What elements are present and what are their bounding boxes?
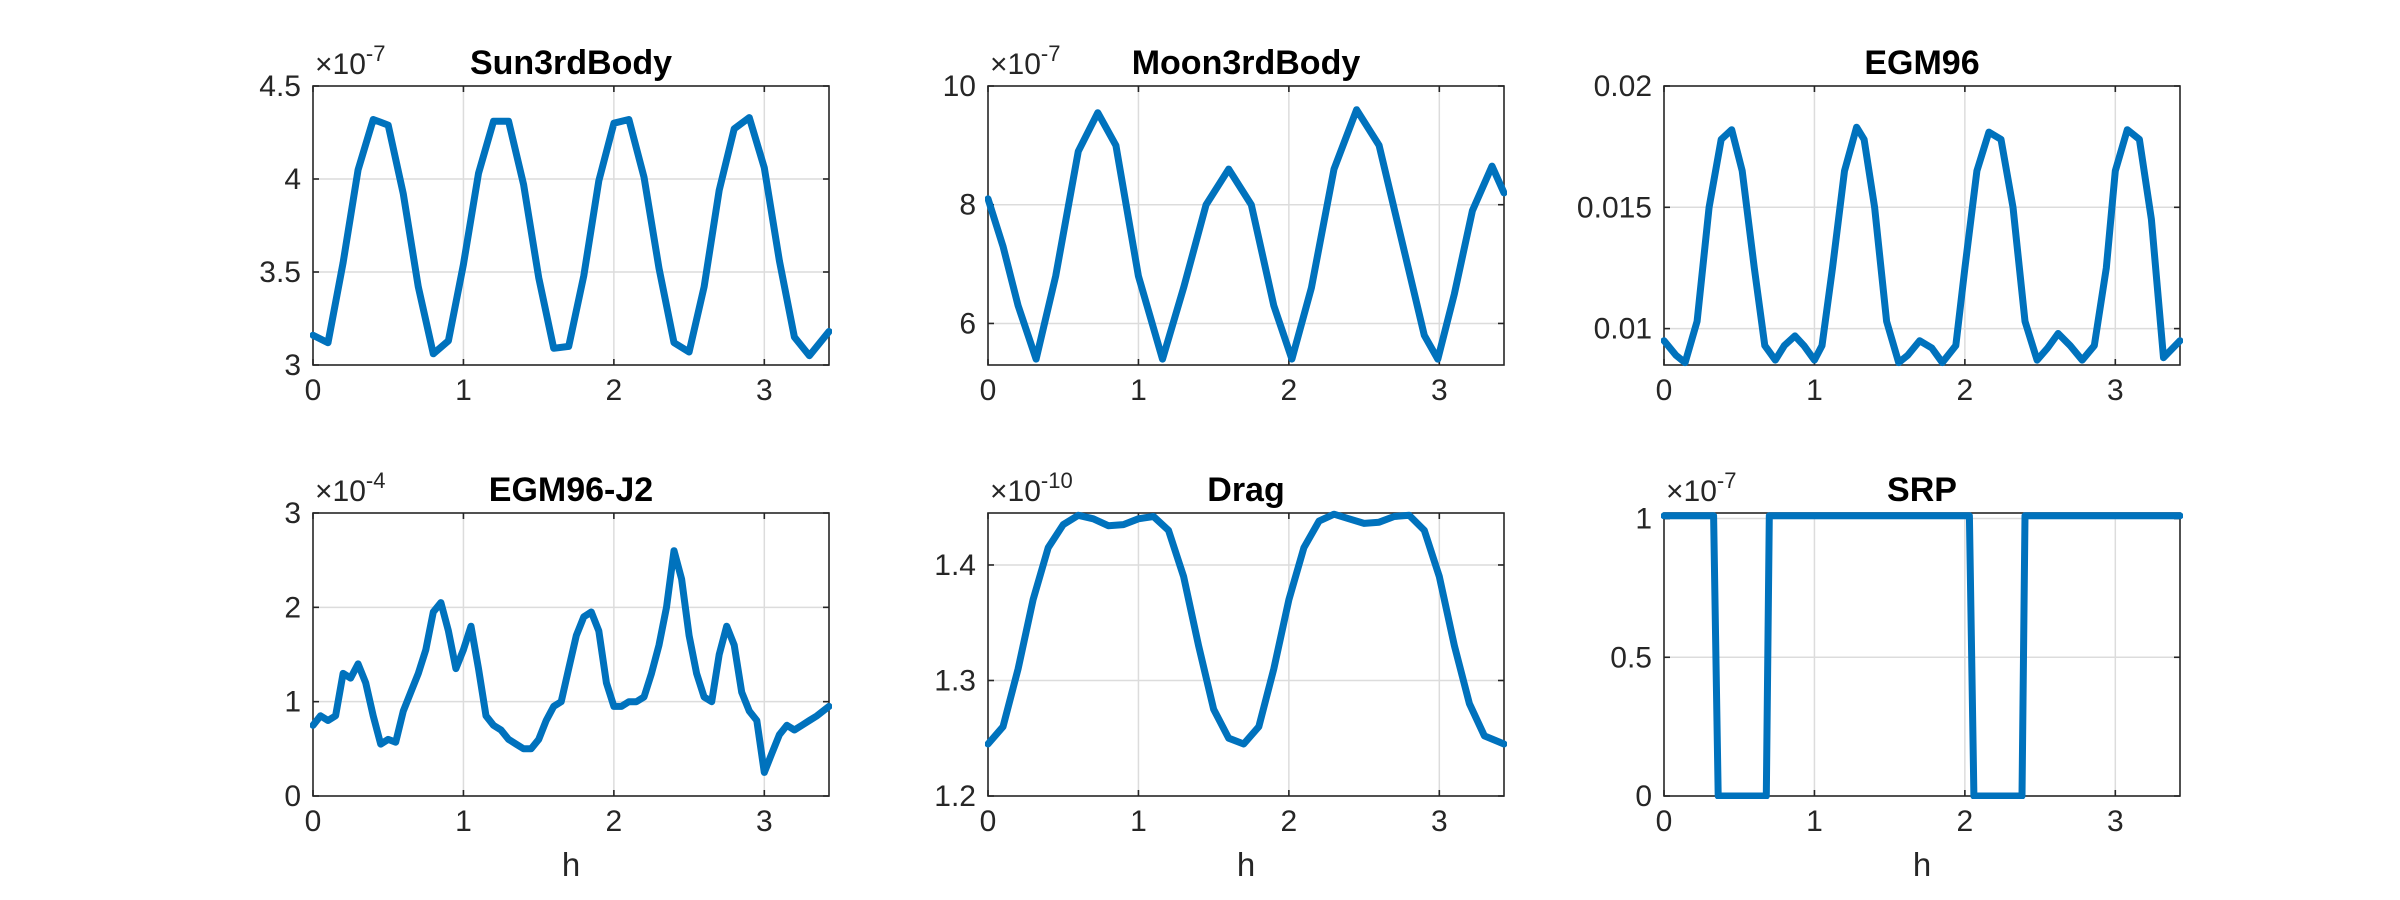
x-tick-label: 1 [455, 374, 472, 407]
y-tick-label: 2 [284, 591, 301, 624]
y-tick-label: 0.5 [1610, 641, 1652, 674]
subplot-2: 0 1 2 3 6 8 10 ×10-7 Moon3rdBody [943, 41, 1507, 407]
x-tick-label: 1 [1806, 374, 1823, 407]
subplot-title: Drag [1207, 471, 1284, 509]
subplot-5: 0 1 2 3 1.2 1.3 1.4 ×10-10 Drag h [934, 468, 1507, 883]
y-tick-label: 8 [959, 189, 976, 222]
subplot-title: EGM96 [1864, 44, 1979, 82]
y-tick-label: 0 [1635, 780, 1652, 813]
subplot-title: EGM96-J2 [489, 471, 653, 509]
x-tick-label: 0 [305, 374, 322, 407]
axes-frame [987, 512, 1505, 797]
data-series-line [310, 114, 832, 360]
y-tick-label: 4.5 [259, 70, 301, 103]
y-tick-label: 3 [284, 349, 301, 382]
x-tick-label: 3 [756, 374, 773, 407]
x-tick-label: 2 [1957, 374, 1974, 407]
x-tick-label: 0 [980, 374, 997, 407]
y-tick-label: 1.4 [934, 549, 976, 582]
y-exponent-label: ×10-7 [1666, 468, 1736, 508]
y-tick-label: 0.01 [1594, 313, 1652, 346]
axes-frame [1663, 85, 2181, 366]
x-tick-label: 2 [1957, 805, 1974, 838]
x-tick-label: 2 [1281, 374, 1298, 407]
y-tick-label: 3.5 [259, 256, 301, 289]
y-tick-label: 10 [943, 70, 976, 103]
data-series-line [310, 547, 832, 776]
x-tick-label: 1 [455, 805, 472, 838]
subplot-title: Sun3rdBody [470, 44, 672, 82]
data-series-line [985, 106, 1507, 363]
axes-frame [312, 85, 830, 366]
subplot-4: 0 1 2 3 0 1 2 3 ×10-4 EGM96-J2 h [284, 468, 832, 883]
x-tick-label: 3 [1431, 374, 1448, 407]
subplot-title: Moon3rdBody [1132, 44, 1361, 82]
x-axis-label: h [1237, 846, 1255, 883]
axes-frame [987, 85, 1505, 366]
x-tick-label: 1 [1130, 805, 1147, 838]
y-tick-label: 6 [959, 307, 976, 340]
x-tick-label: 3 [1431, 805, 1448, 838]
subplot-6: 0 1 2 3 0 0.5 1 ×10-7 SRP h [1610, 468, 2183, 883]
y-exponent-label: ×10-7 [315, 41, 385, 81]
y-tick-label: 1 [284, 686, 301, 719]
x-tick-label: 2 [606, 805, 623, 838]
y-tick-label: 4 [284, 163, 301, 196]
y-tick-label: 0.015 [1577, 191, 1652, 224]
x-tick-label: 0 [980, 805, 997, 838]
x-tick-label: 1 [1130, 374, 1147, 407]
subplot-title: SRP [1887, 471, 1957, 509]
y-tick-label: 1 [1635, 503, 1652, 536]
y-tick-label: 1.2 [934, 780, 976, 813]
y-tick-label: 0 [284, 780, 301, 813]
subplot-1: 0 1 2 3 3 3.5 4 4.5 ×10-7 Sun3rdBody [259, 41, 832, 407]
x-tick-label: 3 [756, 805, 773, 838]
x-axis-label: h [1913, 846, 1931, 883]
x-tick-label: 2 [1281, 805, 1298, 838]
x-tick-label: 0 [1656, 374, 1673, 407]
y-exponent-label: ×10-10 [990, 468, 1073, 508]
data-series-line [1661, 512, 2183, 799]
x-tick-label: 0 [305, 805, 322, 838]
x-axis-label: h [562, 846, 580, 883]
axes-frame [1663, 512, 2181, 797]
y-exponent-label: ×10-7 [990, 41, 1060, 81]
x-tick-label: 0 [1656, 805, 1673, 838]
x-tick-label: 3 [2107, 374, 2124, 407]
data-series-line [1661, 123, 2183, 367]
y-tick-label: 0.02 [1594, 70, 1652, 103]
axes-frame [312, 512, 830, 797]
data-series-line [985, 510, 1507, 748]
y-tick-label: 3 [284, 497, 301, 530]
subplot-3: 0 1 2 3 0.01 0.015 0.02 EGM96 [1577, 44, 2183, 407]
x-tick-label: 3 [2107, 805, 2124, 838]
y-exponent-label: ×10-4 [315, 468, 385, 508]
x-tick-label: 1 [1806, 805, 1823, 838]
x-tick-label: 2 [606, 374, 623, 407]
y-tick-label: 1.3 [934, 664, 976, 697]
